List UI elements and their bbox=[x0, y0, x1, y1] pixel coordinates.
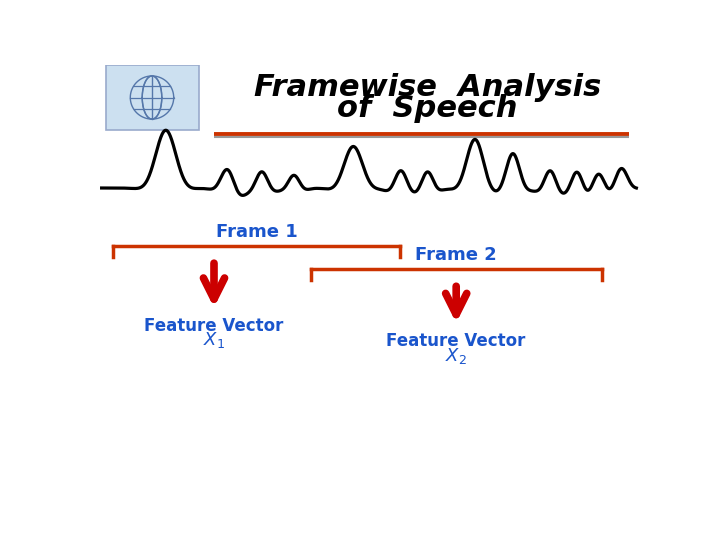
Text: Frame 2: Frame 2 bbox=[415, 246, 497, 264]
Text: Feature Vector: Feature Vector bbox=[387, 332, 526, 350]
Text: Frame 1: Frame 1 bbox=[216, 223, 297, 241]
Text: $X_2$: $X_2$ bbox=[445, 346, 467, 366]
Text: of  Speech: of Speech bbox=[337, 94, 518, 123]
Text: $X_1$: $X_1$ bbox=[203, 330, 225, 350]
FancyBboxPatch shape bbox=[106, 65, 199, 130]
Text: Feature Vector: Feature Vector bbox=[144, 316, 284, 335]
Text: Framewise  Analysis: Framewise Analysis bbox=[253, 73, 600, 103]
